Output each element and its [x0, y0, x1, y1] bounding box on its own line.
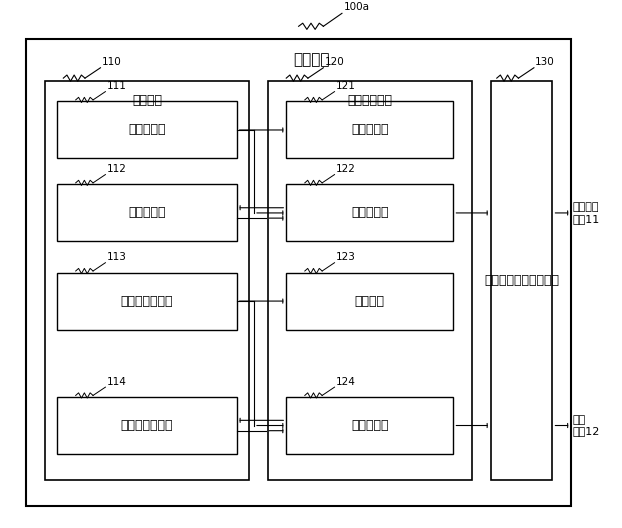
Text: 113: 113 — [106, 252, 126, 262]
Text: 130: 130 — [535, 56, 555, 67]
Bar — [286, 272, 453, 329]
Text: 114: 114 — [106, 376, 126, 386]
Bar — [286, 397, 453, 454]
Text: 処理制御装置: 処理制御装置 — [347, 93, 392, 107]
Text: 123: 123 — [336, 252, 356, 262]
Bar — [45, 81, 249, 480]
Text: 表示
装置12: 表示 装置12 — [573, 414, 600, 436]
Bar — [26, 39, 571, 506]
Bar — [267, 81, 472, 480]
Text: 条件データ: 条件データ — [128, 124, 165, 136]
Text: 色値出力部: 色値出力部 — [351, 419, 389, 432]
Text: 形状データ: 形状データ — [128, 206, 165, 220]
Text: 入出力インタフェース: 入出力インタフェース — [484, 274, 559, 287]
Text: 122: 122 — [336, 164, 356, 174]
Text: 出力色値データ: 出力色値データ — [121, 419, 173, 432]
Text: 112: 112 — [106, 164, 126, 174]
Text: 入力色値データ: 入力色値データ — [121, 295, 173, 308]
Text: 記憶装置: 記憶装置 — [132, 93, 162, 107]
Text: 処理装置: 処理装置 — [293, 52, 329, 67]
Text: 色特定部: 色特定部 — [355, 295, 385, 308]
Bar — [57, 184, 237, 241]
Text: 形状特定部: 形状特定部 — [351, 124, 389, 136]
Text: 121: 121 — [336, 81, 356, 91]
Bar — [286, 101, 453, 158]
Text: 124: 124 — [336, 376, 356, 386]
Bar — [57, 101, 237, 158]
Text: 形状出力部: 形状出力部 — [351, 206, 389, 220]
Text: 111: 111 — [106, 81, 126, 91]
Bar — [491, 81, 552, 480]
Text: 100a: 100a — [344, 2, 370, 12]
Text: 表示支援
媒体11: 表示支援 媒体11 — [573, 202, 600, 224]
Text: 110: 110 — [102, 56, 121, 67]
Text: 120: 120 — [325, 56, 345, 67]
Bar — [286, 184, 453, 241]
Bar — [57, 397, 237, 454]
Bar — [57, 272, 237, 329]
